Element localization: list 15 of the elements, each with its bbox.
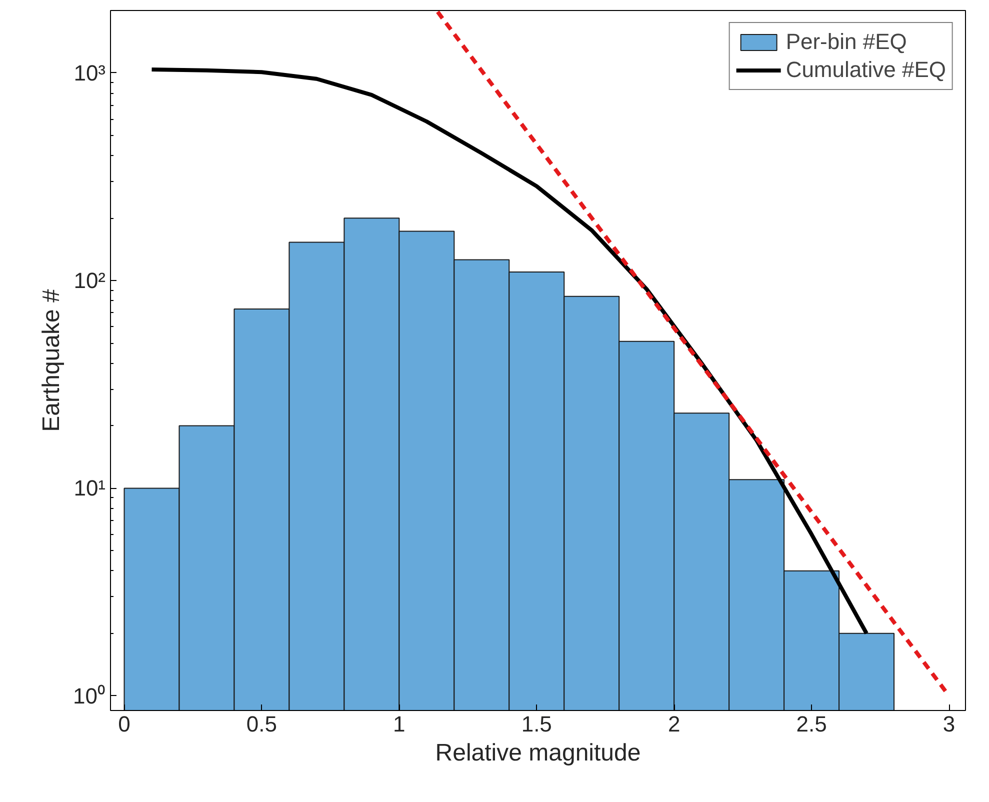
x-tick-label: 0 — [118, 712, 130, 736]
x-tick-label: 1.5 — [521, 712, 552, 736]
x-tick-label: 2 — [668, 712, 680, 736]
x-axis-title: Relative magnitude — [435, 740, 641, 766]
legend-label: Cumulative #EQ — [786, 57, 946, 83]
legend-label: Per-bin #EQ — [786, 29, 907, 55]
y-axis-title: Earthquake # — [38, 288, 66, 432]
y-tick-label: 10¹ — [74, 476, 106, 501]
y-tick-label: 10² — [74, 268, 106, 294]
x-tick-label: 3 — [942, 712, 956, 736]
x-tick-label: 1 — [393, 712, 406, 736]
x-tick-label: 0.5 — [246, 712, 278, 736]
y-tick-label: 10³ — [74, 60, 106, 86]
y-tick-label: 10⁰ — [73, 683, 106, 708]
x-tick-label: 2.5 — [796, 712, 827, 736]
